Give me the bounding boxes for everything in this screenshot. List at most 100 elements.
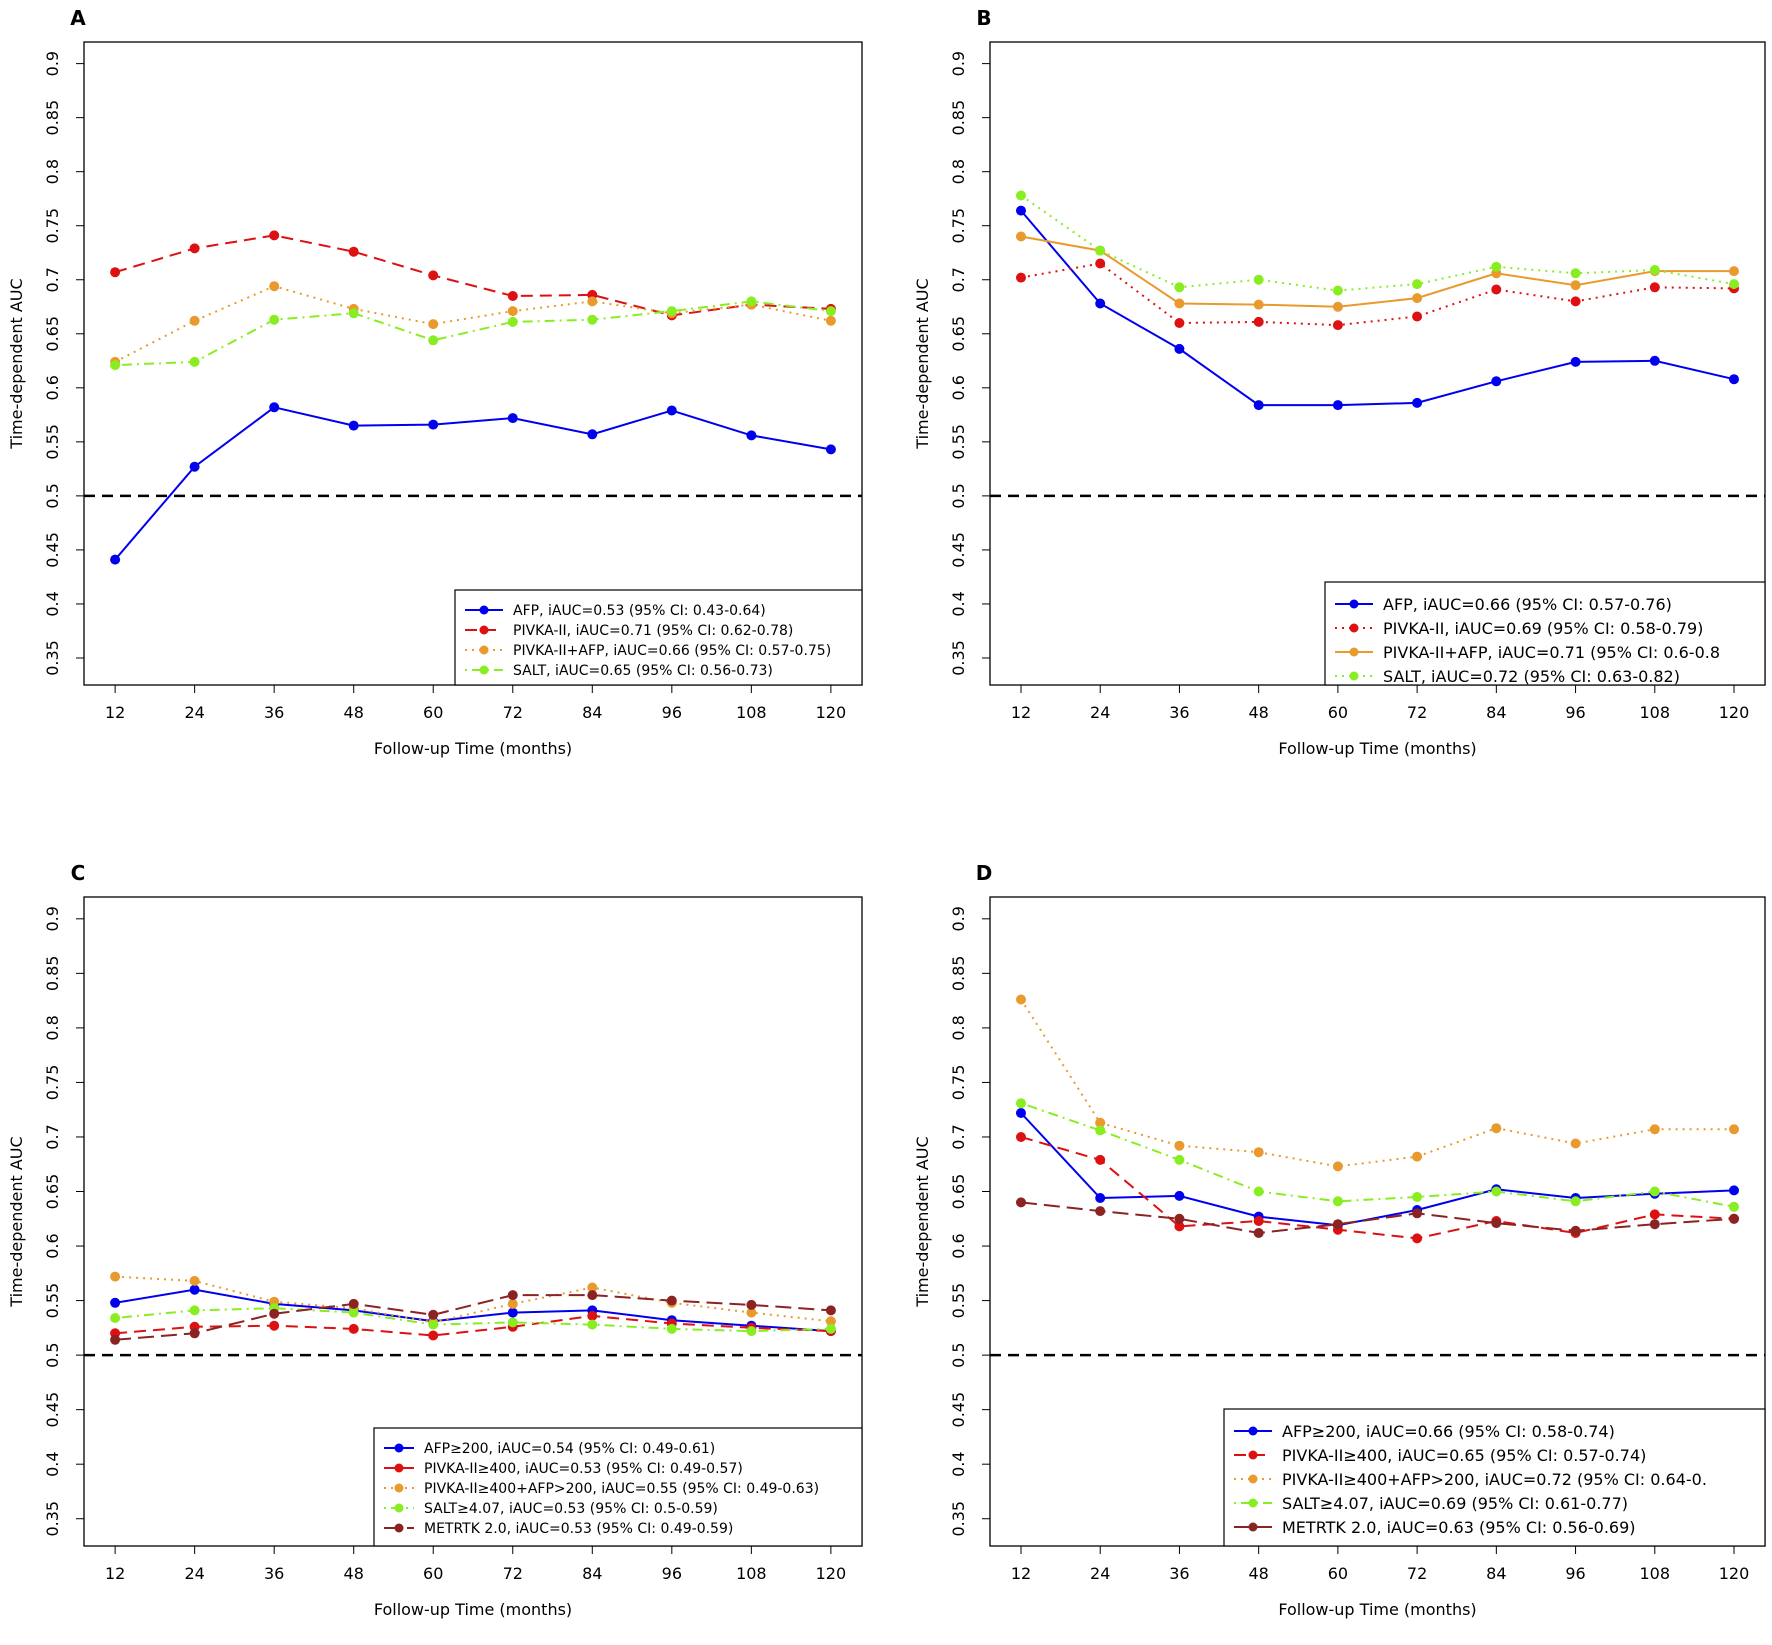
data-point	[1016, 231, 1026, 242]
y-axis: 0.35 0.4 0.45 0.5 0.55 0.6 0.65 0.7 0.75 0.8 0.85 0…	[43, 906, 84, 1537]
series-line	[114, 285, 832, 363]
legend-marker	[479, 665, 489, 675]
y-tick-label: 0.4	[949, 1451, 968, 1476]
y-tick-label: 0.9	[949, 51, 968, 76]
legend-label: PIVKA-II≥400+AFP>200, iAUC=0.55 (95% CI:…	[424, 1481, 819, 1497]
data-point	[1649, 1219, 1660, 1230]
x-tick-label: 60	[1328, 1564, 1348, 1583]
data-point	[507, 1317, 518, 1328]
data-point	[587, 1290, 598, 1301]
data-point	[1649, 355, 1660, 366]
legend-label: PIVKA-II≥400, iAUC=0.53 (95% CI: 0.49-0.…	[424, 1461, 743, 1477]
legend-item: AFP, iAUC=0.66 (95% CI: 0.57-0.76)	[1335, 595, 1672, 614]
legend-entries: AFP≥200, iAUC=0.66 (95% CI: 0.58-0.74) PI…	[1234, 1422, 1707, 1537]
y-tick-label: 0.5	[949, 483, 968, 508]
data-point	[1095, 245, 1106, 256]
legend-label: AFP, iAUC=0.66 (95% CI: 0.57-0.76)	[1383, 595, 1672, 614]
data-point	[189, 1275, 200, 1286]
data-point	[825, 444, 836, 455]
legend-label: PIVKA-II≥400+AFP>200, iAUC=0.72 (95% CI:…	[1282, 1470, 1707, 1489]
legend-label: METRTK 2.0, iAUC=0.53 (95% CI: 0.49-0.59…	[424, 1521, 733, 1537]
legend-marker	[1349, 599, 1359, 609]
y-tick-label: 0.4	[43, 591, 62, 616]
x-axis-title: Follow-up Time (months)	[374, 739, 572, 758]
series-line	[1020, 235, 1734, 308]
data-point	[1412, 279, 1423, 290]
data-point	[1174, 1190, 1185, 1201]
data-point	[1491, 1218, 1502, 1229]
data-point	[348, 308, 359, 319]
legend-label: PIVKA-II+AFP, iAUC=0.66 (95% CI: 0.57-0.…	[513, 643, 831, 659]
x-axis: 12 24 36 48 60 72 84 96 108 120	[1011, 685, 1749, 722]
data-point	[428, 270, 439, 281]
data-point	[1174, 318, 1185, 328]
series-line	[114, 406, 832, 561]
x-tick-label: 36	[264, 703, 284, 722]
y-axis-title: Time-dependent AUC	[913, 1136, 932, 1307]
data-point	[1016, 994, 1026, 1005]
data-point	[1491, 261, 1502, 272]
data-point	[666, 405, 677, 416]
x-tick-label: 36	[1169, 1564, 1189, 1583]
data-point	[587, 314, 598, 325]
chart-panel-d: D 0.35 0.4 0.45 0.5 0.55 0.6 0.65 0.7 0.75 0.8 0.85…	[913, 861, 1766, 1619]
series-line	[114, 1288, 831, 1333]
x-tick-label: 24	[184, 703, 204, 722]
data-point	[1649, 1209, 1660, 1220]
legend-label: AFP≥200, iAUC=0.54 (95% CI: 0.49-0.61)	[424, 1441, 715, 1457]
x-tick-label: 36	[1169, 703, 1189, 722]
y-tick-label: 0.6	[949, 1233, 968, 1258]
data-point	[110, 554, 121, 565]
data-point	[1412, 1233, 1423, 1244]
data-point	[1253, 400, 1264, 411]
x-tick-label: 60	[1328, 703, 1348, 722]
data-point	[1491, 1186, 1502, 1197]
legend-marker	[479, 645, 489, 655]
legend-label: PIVKA-II, iAUC=0.69 (95% CI: 0.58-0.79)	[1383, 619, 1703, 638]
y-tick-label: 0.5	[43, 1342, 62, 1367]
data-point	[1016, 205, 1026, 216]
data-point	[110, 267, 121, 278]
data-point	[189, 1284, 200, 1295]
y-tick-label: 0.9	[43, 51, 62, 76]
data-point	[348, 1323, 359, 1334]
data-point	[1016, 1098, 1026, 1109]
series-5	[110, 1290, 836, 1345]
series-4	[1016, 1098, 1739, 1212]
legend-item: SALT≥4.07, iAUC=0.53 (95% CI: 0.5-0.59)	[384, 1501, 718, 1517]
data-point	[269, 230, 280, 241]
data-point	[746, 1307, 757, 1318]
data-point	[1095, 258, 1106, 269]
data-point	[269, 1320, 280, 1331]
y-tick-label: 0.8	[43, 1015, 62, 1040]
series-line	[115, 1307, 831, 1333]
data-point	[428, 1309, 439, 1320]
data-point	[507, 1298, 518, 1309]
data-point	[1332, 320, 1343, 331]
data-point	[666, 1323, 677, 1334]
legend-marker	[1349, 671, 1359, 681]
legend-item: PIVKA-II≥400, iAUC=0.53 (95% CI: 0.49-0.…	[384, 1461, 743, 1477]
x-tick-label: 36	[264, 1564, 284, 1583]
series-3	[110, 281, 836, 367]
x-tick-label: 48	[344, 1564, 364, 1583]
data-point	[1729, 374, 1739, 385]
data-point	[1016, 1132, 1026, 1142]
legend-label: SALT≥4.07, iAUC=0.69 (95% CI: 0.61-0.77)	[1282, 1494, 1628, 1513]
legend-item: PIVKA-II≥400+AFP>200, iAUC=0.55 (95% CI:…	[384, 1481, 819, 1497]
y-axis-title: Time-dependent AUC	[7, 1136, 26, 1307]
data-point	[507, 316, 518, 327]
data-point	[507, 291, 518, 301]
data-point	[1649, 282, 1660, 293]
panel-label: C	[71, 861, 86, 885]
y-tick-label: 0.75	[43, 208, 62, 244]
data-point	[825, 1305, 836, 1316]
data-point	[1253, 316, 1264, 327]
data-point	[1253, 299, 1264, 310]
legend-marker	[1248, 1522, 1258, 1532]
data-point	[825, 306, 836, 317]
data-point	[1174, 1221, 1185, 1232]
legend-marker	[479, 625, 489, 635]
data-point	[587, 429, 598, 440]
y-tick-label: 0.85	[43, 100, 62, 136]
